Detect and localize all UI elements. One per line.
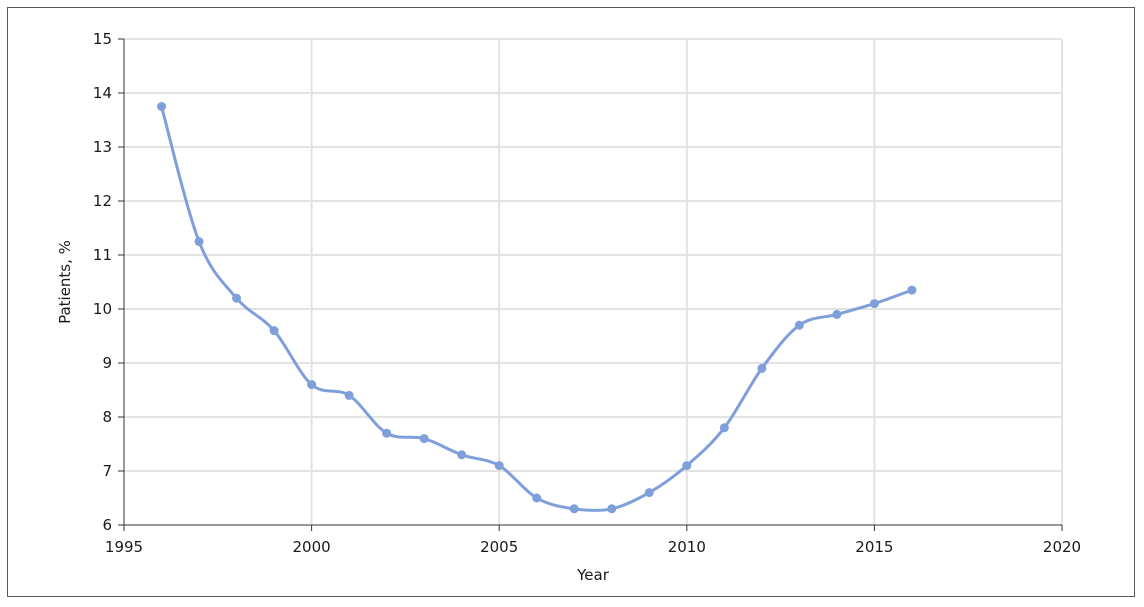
y-tick-label: 15: [93, 30, 112, 48]
x-axis-ticks: 1995 2000 2005 2010 2015 2020: [105, 525, 1081, 556]
x-tick-label: 2015: [855, 538, 893, 556]
y-tick-label: 9: [102, 354, 112, 372]
data-point: [494, 461, 504, 471]
data-point: [532, 493, 542, 503]
x-tick-label: 2010: [668, 538, 706, 556]
data-point: [419, 434, 429, 444]
data-point: [382, 428, 392, 438]
x-tick-label: 2000: [293, 538, 331, 556]
y-tick-label: 11: [93, 246, 112, 264]
data-point: [344, 390, 354, 400]
data-point: [682, 461, 692, 471]
data-point: [832, 309, 842, 319]
y-tick-label: 8: [102, 408, 112, 426]
y-tick-label: 13: [93, 138, 112, 156]
data-point: [269, 326, 279, 336]
y-tick-label: 7: [102, 462, 112, 480]
x-axis-title: Year: [576, 566, 610, 584]
vertical-gridlines: [310, 39, 1063, 525]
data-point: [907, 285, 917, 295]
y-tick-label: 14: [93, 84, 112, 102]
y-tick-label: 10: [93, 300, 112, 318]
series-group: [157, 102, 917, 514]
y-tick-label: 6: [102, 516, 112, 534]
data-point: [757, 363, 767, 373]
data-point: [644, 488, 654, 498]
x-tick-label: 2020: [1043, 538, 1081, 556]
y-axis-title: Patients, %: [56, 240, 74, 324]
x-tick-label: 2005: [480, 538, 518, 556]
y-tick-label: 12: [93, 192, 112, 210]
y-axis-ticks: 6 7 8 9 10 11 12 13 14 15: [93, 30, 124, 534]
data-point: [457, 450, 467, 460]
data-point: [869, 299, 879, 309]
x-tick-label: 1995: [105, 538, 143, 556]
data-point: [794, 320, 804, 330]
data-point: [719, 423, 729, 433]
data-point: [569, 504, 579, 514]
data-point: [607, 504, 617, 514]
chart-frame: [7, 7, 1135, 597]
data-point: [157, 102, 167, 111]
data-point: [194, 237, 204, 246]
data-point: [307, 380, 317, 390]
horizontal-gridlines: [124, 38, 1062, 472]
data-point: [232, 293, 242, 303]
axes: [123, 39, 1062, 526]
